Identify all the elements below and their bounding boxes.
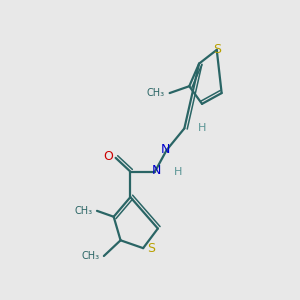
Text: CH₃: CH₃ <box>147 88 165 98</box>
Text: S: S <box>147 242 155 255</box>
Text: H: H <box>174 167 183 177</box>
Text: O: O <box>103 150 113 164</box>
Text: S: S <box>213 44 221 56</box>
Text: CH₃: CH₃ <box>74 206 92 216</box>
Text: N: N <box>152 164 162 177</box>
Text: H: H <box>198 123 206 134</box>
Text: CH₃: CH₃ <box>81 251 99 261</box>
Text: N: N <box>161 142 170 155</box>
